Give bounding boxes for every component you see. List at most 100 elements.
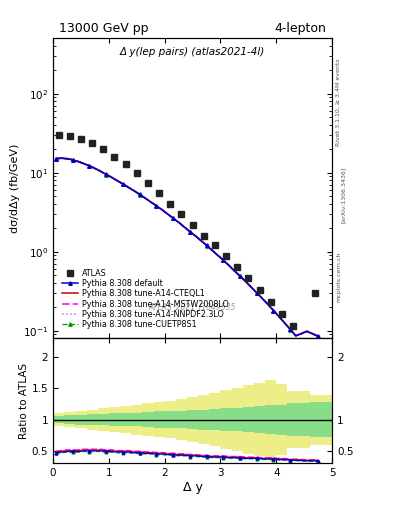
Pythia 8.308 tune-CUETP8S1 bbox=[316, 333, 321, 339]
Pythia 8.308 tune-CUETP8S1 bbox=[165, 211, 170, 217]
Text: Rivet 3.1.10, ≥ 3.4M events: Rivet 3.1.10, ≥ 3.4M events bbox=[336, 58, 341, 146]
Pythia 8.308 default bbox=[109, 175, 114, 181]
Pythia 8.308 tune-A14-MSTW2008LO bbox=[160, 206, 164, 212]
ATLAS bbox=[145, 180, 150, 186]
ATLAS bbox=[90, 140, 94, 146]
Pythia 8.308 default bbox=[294, 333, 298, 339]
Pythia 8.308 tune-A14-NNPDF2.3LO bbox=[93, 165, 97, 172]
Pythia 8.308 tune-A14-NNPDF2.3LO bbox=[115, 178, 119, 184]
ATLAS bbox=[213, 242, 217, 248]
Pythia 8.308 tune-A14-MSTW2008LO bbox=[165, 210, 170, 217]
Pythia 8.308 default bbox=[221, 257, 226, 263]
Pythia 8.308 default bbox=[98, 168, 103, 175]
Pythia 8.308 tune-A14-MSTW2008LO bbox=[137, 191, 142, 197]
Pythia 8.308 tune-A14-MSTW2008LO bbox=[143, 195, 147, 201]
ATLAS bbox=[101, 146, 106, 152]
ATLAS bbox=[112, 154, 117, 160]
Pythia 8.308 tune-CUETP8S1 bbox=[87, 163, 92, 169]
Pythia 8.308 tune-A14-NNPDF2.3LO bbox=[149, 199, 153, 205]
Pythia 8.308 tune-CUETP8S1 bbox=[260, 296, 265, 302]
Pythia 8.308 tune-A14-CTEQL1 bbox=[305, 328, 309, 334]
ATLAS bbox=[179, 211, 184, 217]
Legend: ATLAS, Pythia 8.308 default, Pythia 8.308 tune-A14-CTEQL1, Pythia 8.308 tune-A14: ATLAS, Pythia 8.308 default, Pythia 8.30… bbox=[60, 266, 231, 331]
ATLAS bbox=[168, 201, 173, 207]
Pythia 8.308 tune-A14-NNPDF2.3LO bbox=[98, 168, 103, 174]
Pythia 8.308 tune-A14-CTEQL1 bbox=[182, 224, 187, 230]
Pythia 8.308 tune-A14-NNPDF2.3LO bbox=[143, 195, 147, 201]
ATLAS bbox=[246, 275, 251, 282]
Pythia 8.308 tune-A14-NNPDF2.3LO bbox=[120, 181, 125, 187]
Pythia 8.308 tune-A14-CTEQL1 bbox=[238, 273, 242, 279]
Pythia 8.308 tune-A14-MSTW2008LO bbox=[238, 273, 242, 279]
Pythia 8.308 default bbox=[149, 199, 153, 205]
Pythia 8.308 tune-CUETP8S1 bbox=[104, 172, 108, 178]
Pythia 8.308 tune-CUETP8S1 bbox=[126, 185, 131, 191]
Pythia 8.308 tune-A14-CTEQL1 bbox=[221, 257, 226, 263]
Pythia 8.308 tune-A14-CTEQL1 bbox=[171, 215, 175, 221]
Pythia 8.308 tune-CUETP8S1 bbox=[266, 302, 270, 308]
Y-axis label: dσ/dΔy (fb/GeV): dσ/dΔy (fb/GeV) bbox=[10, 144, 20, 233]
Pythia 8.308 tune-A14-NNPDF2.3LO bbox=[226, 262, 231, 268]
Pythia 8.308 tune-A14-MSTW2008LO bbox=[53, 155, 58, 161]
Pythia 8.308 tune-CUETP8S1 bbox=[120, 181, 125, 187]
Pythia 8.308 tune-A14-CTEQL1 bbox=[53, 156, 58, 162]
Pythia 8.308 tune-A14-MSTW2008LO bbox=[193, 232, 198, 239]
Pythia 8.308 tune-A14-NNPDF2.3LO bbox=[171, 215, 175, 221]
Pythia 8.308 default bbox=[316, 333, 321, 339]
Pythia 8.308 tune-A14-MSTW2008LO bbox=[215, 252, 220, 258]
Pythia 8.308 tune-CUETP8S1 bbox=[176, 220, 181, 226]
Pythia 8.308 default bbox=[193, 233, 198, 239]
Pythia 8.308 default bbox=[243, 279, 248, 285]
Pythia 8.308 default bbox=[198, 238, 203, 244]
Pythia 8.308 default bbox=[126, 184, 131, 190]
Pythia 8.308 tune-A14-CTEQL1 bbox=[154, 203, 159, 209]
Pythia 8.308 default bbox=[76, 159, 81, 165]
Pythia 8.308 tune-A14-NNPDF2.3LO bbox=[165, 211, 170, 217]
Pythia 8.308 tune-A14-CTEQL1 bbox=[120, 181, 125, 187]
Pythia 8.308 tune-A14-CTEQL1 bbox=[115, 178, 119, 184]
Pythia 8.308 tune-A14-NNPDF2.3LO bbox=[64, 156, 70, 162]
Pythia 8.308 tune-CUETP8S1 bbox=[210, 247, 215, 253]
Pythia 8.308 tune-A14-MSTW2008LO bbox=[171, 215, 175, 221]
Pythia 8.308 default bbox=[64, 156, 70, 162]
Pythia 8.308 tune-A14-MSTW2008LO bbox=[115, 177, 119, 183]
Pythia 8.308 tune-A14-CTEQL1 bbox=[198, 238, 203, 244]
Pythia 8.308 default bbox=[87, 163, 92, 169]
Pythia 8.308 tune-A14-MSTW2008LO bbox=[59, 155, 64, 161]
Pythia 8.308 tune-A14-NNPDF2.3LO bbox=[277, 313, 281, 319]
Pythia 8.308 tune-A14-CTEQL1 bbox=[64, 156, 70, 162]
Pythia 8.308 tune-A14-NNPDF2.3LO bbox=[70, 157, 75, 163]
ATLAS bbox=[79, 136, 83, 142]
Pythia 8.308 default bbox=[182, 224, 187, 230]
Line: Pythia 8.308 tune-CUETP8S1: Pythia 8.308 tune-CUETP8S1 bbox=[54, 157, 320, 338]
Pythia 8.308 default bbox=[215, 252, 220, 259]
Pythia 8.308 tune-A14-MSTW2008LO bbox=[226, 262, 231, 268]
Pythia 8.308 tune-A14-NNPDF2.3LO bbox=[109, 174, 114, 180]
Pythia 8.308 tune-A14-CTEQL1 bbox=[187, 228, 192, 234]
Pythia 8.308 default bbox=[104, 172, 108, 178]
Line: Pythia 8.308 tune-A14-NNPDF2.3LO: Pythia 8.308 tune-A14-NNPDF2.3LO bbox=[56, 158, 318, 336]
Pythia 8.308 tune-CUETP8S1 bbox=[109, 175, 114, 181]
Pythia 8.308 tune-A14-NNPDF2.3LO bbox=[187, 228, 192, 234]
Pythia 8.308 tune-A14-MSTW2008LO bbox=[132, 187, 136, 194]
Pythia 8.308 tune-A14-CTEQL1 bbox=[210, 247, 215, 253]
ATLAS bbox=[279, 310, 284, 316]
Line: ATLAS: ATLAS bbox=[55, 132, 318, 329]
Pythia 8.308 tune-A14-NNPDF2.3LO bbox=[76, 158, 81, 164]
Pythia 8.308 default bbox=[59, 155, 64, 161]
Pythia 8.308 tune-A14-MSTW2008LO bbox=[288, 326, 292, 332]
Pythia 8.308 tune-A14-MSTW2008LO bbox=[204, 242, 209, 248]
Pythia 8.308 tune-A14-NNPDF2.3LO bbox=[215, 252, 220, 258]
Pythia 8.308 tune-A14-MSTW2008LO bbox=[109, 174, 114, 180]
Line: Pythia 8.308 tune-A14-CTEQL1: Pythia 8.308 tune-A14-CTEQL1 bbox=[56, 158, 318, 336]
Pythia 8.308 tune-CUETP8S1 bbox=[193, 233, 198, 239]
Pythia 8.308 tune-A14-MSTW2008LO bbox=[316, 333, 321, 339]
Pythia 8.308 tune-A14-MSTW2008LO bbox=[210, 247, 215, 253]
Pythia 8.308 default bbox=[282, 320, 287, 326]
Pythia 8.308 tune-CUETP8S1 bbox=[81, 161, 86, 167]
ATLAS bbox=[235, 264, 240, 270]
Pythia 8.308 tune-A14-CTEQL1 bbox=[126, 184, 131, 190]
Pythia 8.308 tune-CUETP8S1 bbox=[221, 258, 226, 264]
Pythia 8.308 tune-A14-CTEQL1 bbox=[109, 174, 114, 180]
Pythia 8.308 tune-A14-CTEQL1 bbox=[59, 155, 64, 161]
